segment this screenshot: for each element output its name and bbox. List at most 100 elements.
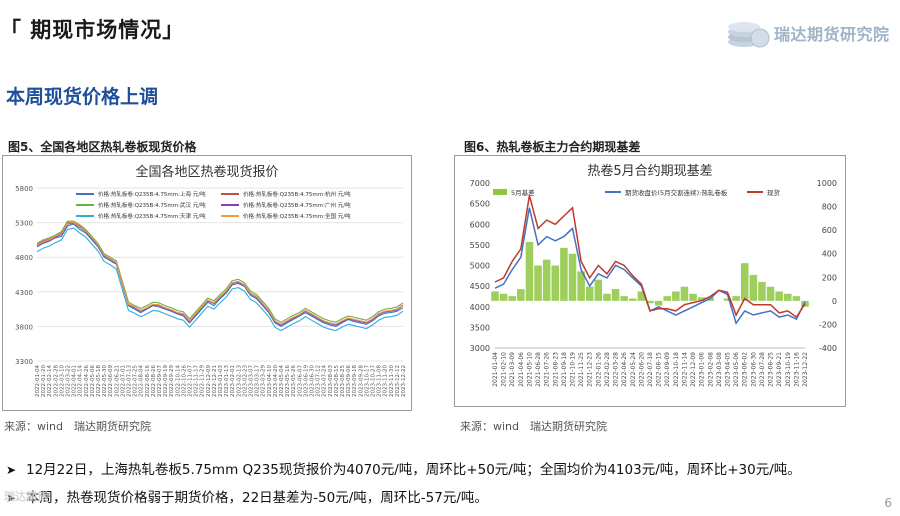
basis-bar	[801, 300, 809, 307]
x-tick-label: 2023-11-08	[377, 365, 383, 397]
x-tick-label: 2022-12-09	[690, 352, 697, 387]
basis-bar	[637, 291, 646, 301]
basis-bar	[723, 298, 732, 301]
basis-bar	[603, 293, 611, 301]
x-tick-label: 2022-05-18	[96, 365, 102, 397]
legend-label: 价格:热轧板卷:Q235B:4.75mm:杭州 元/吨	[243, 190, 351, 198]
x-tick-label: 2021-10-19	[570, 352, 577, 387]
x-tick-label: 2023-06-19	[303, 365, 309, 397]
y2-tick-label: 600	[822, 226, 837, 235]
x-tick-label: 2023-05-16	[285, 365, 291, 397]
x-tick-label: 2022-08-15	[656, 352, 663, 387]
x-tick-label: 2021-03-09	[509, 352, 516, 387]
page-title: 「 期现市场情况」	[0, 18, 185, 42]
x-tick-label: 2023-05-06	[733, 352, 740, 387]
x-tick-label: 2023-12-22	[802, 352, 809, 387]
x-tick-label: 2021-08-23	[552, 352, 559, 387]
x-tick-label: 2023-03-08	[716, 352, 723, 387]
x-tick-label: 2023-09-21	[776, 352, 783, 387]
bullet-2-text: 本周，热卷现货价格弱于期货价格，22日基差为-50元/吨，周环比-57元/吨。	[26, 490, 488, 506]
x-tick-label: 2023-11-16	[793, 352, 800, 387]
arrow-bullet-icon: ➤	[6, 491, 17, 505]
x-tick-label: 2022-05-30	[102, 365, 108, 397]
chart-title: 热卷5月合约期现基差	[587, 163, 712, 179]
x-tick-label: 2022-03-22	[66, 365, 72, 397]
y-tick-label: 5000	[470, 262, 490, 271]
legend-label: 价格:热轧板卷:Q235B:4.75mm:武汉 元/吨	[98, 201, 206, 209]
y-tick-label: 4300	[15, 289, 33, 297]
basis-bar	[766, 286, 775, 301]
x-tick-label: 2022-04-26	[84, 365, 90, 397]
x-tick-label: 2022-04-14	[78, 365, 84, 397]
x-tick-label: 2022-08-04	[139, 365, 145, 397]
left-source-note: 来源：wind 瑞达期货研究院	[4, 420, 152, 433]
y-tick-label: 5300	[15, 220, 33, 228]
x-tick-label: 2022-08-26	[151, 365, 157, 397]
y2-tick-label: 200	[822, 273, 837, 282]
basis-bar	[646, 300, 654, 304]
x-tick-label: 2023-02-08	[707, 352, 714, 387]
figure-5-caption: 图5、全国各地区热轧卷板现货价格	[8, 140, 197, 154]
x-tick-label: 2021-06-28	[535, 352, 542, 387]
basis-bar	[517, 289, 525, 301]
basis-bar	[499, 293, 508, 301]
basis-bar	[732, 296, 740, 301]
basis-bar	[611, 289, 620, 301]
x-tick-label: 2022-07-25	[133, 365, 139, 397]
x-tick-label: 2023-04-10	[267, 365, 273, 397]
basis-bar	[749, 274, 758, 301]
x-tick-label: 2023-04-20	[273, 365, 279, 397]
x-tick-label: 2021-07-26	[544, 352, 551, 387]
x-tick-label: 2023-05-26	[291, 365, 297, 397]
coins-icon	[728, 22, 770, 48]
x-tick-label: 2022-11-17	[194, 365, 200, 397]
series-line	[36, 223, 404, 328]
x-tick-label: 2023-03-29	[261, 365, 267, 397]
y2-tick-label: 1000	[817, 179, 837, 188]
series-line	[36, 220, 404, 323]
page-number: 6	[884, 496, 892, 510]
legend-swatch	[493, 189, 507, 195]
x-tick-label: 2023-09-18	[352, 365, 358, 397]
x-tick-label: 2022-07-13	[127, 365, 133, 397]
x-tick-label: 2022-06-21	[114, 365, 120, 397]
x-tick-label: 2022-05-06	[90, 365, 96, 397]
x-tick-label: 2023-01-03	[218, 365, 224, 397]
basis-bar	[663, 296, 671, 301]
x-tick-label: 2022-09-09	[664, 352, 671, 387]
legend-label: 价格:热轧板卷:Q235B:4.75mm:广州 元/吨	[243, 201, 351, 209]
x-tick-label: 2022-01-26	[595, 352, 602, 387]
basis-bar	[594, 279, 603, 301]
y-tick-label: 4800	[15, 254, 33, 262]
x-tick-label: 2022-10-14	[175, 365, 181, 397]
x-tick-label: 2022-05-24	[630, 352, 637, 387]
basis-bar	[585, 286, 594, 301]
x-tick-label: 2022-10-18	[673, 352, 680, 387]
x-tick-label: 2022-04-01	[72, 365, 78, 397]
x-tick-label: 2023-10-19	[785, 352, 792, 387]
y-tick-label: 3300	[15, 358, 33, 366]
y-tick-label: 3500	[470, 323, 490, 332]
x-tick-label: 2022-11-29	[200, 365, 206, 397]
legend-label: 现货	[767, 188, 781, 197]
x-tick-label: 2023-08-25	[768, 352, 775, 387]
x-tick-label: 2023-03-17	[255, 365, 261, 397]
x-tick-label: 2023-11-30	[389, 365, 395, 397]
spot-price-chart: 全国各地区热卷现货报价 3300 3800 4300 4800 5300 5800 2022-…	[2, 155, 412, 411]
basis-bar	[792, 296, 801, 301]
basis-bar	[542, 259, 551, 301]
bullet-1: ➤ 12月22日，上海热轧卷板5.75mm Q235现货报价为4070元/吨，周环…	[6, 458, 801, 478]
legend-label: 价格:热轧板卷:Q235B:4.75mm:全国 元/吨	[243, 212, 351, 220]
x-tick-label: 2022-01-04	[35, 365, 41, 397]
x-tick-label: 2022-12-09	[206, 365, 212, 397]
x-tick-label: 2023-05-04	[279, 365, 285, 397]
y-tick-label: 7000	[470, 179, 490, 188]
x-tick-label: 2023-09-28	[358, 365, 364, 397]
y-tick-label: 5800	[15, 185, 33, 193]
x-tick-label: 2023-06-30	[750, 352, 757, 387]
y-tick-label: 3800	[15, 323, 33, 331]
right-source-note: 来源：wind 瑞达期货研究院	[460, 420, 608, 433]
x-tick-label: 2023-03-07	[249, 365, 255, 397]
x-tick-label: 2023-01-06	[699, 352, 706, 387]
x-tick-label: 2022-10-26	[181, 365, 187, 397]
